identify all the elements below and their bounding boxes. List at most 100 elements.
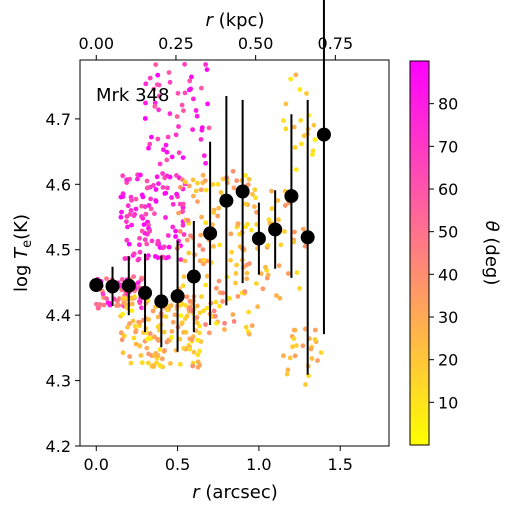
scatter-point <box>152 104 158 109</box>
scatter-point <box>178 313 184 318</box>
scatter-point <box>184 294 190 300</box>
scatter-point <box>187 346 193 352</box>
scatter-point <box>180 209 185 215</box>
scatter-point <box>252 187 258 193</box>
scatter-point <box>301 133 307 139</box>
scatter-point <box>300 226 306 232</box>
scatter-point <box>283 126 289 132</box>
binned-error-bars <box>111 0 325 375</box>
scatter-point <box>170 201 176 207</box>
scatter-point <box>195 359 201 365</box>
scatter-point <box>284 371 290 377</box>
x-tick-label: 1.0 <box>246 455 271 474</box>
scatter-point <box>185 218 191 223</box>
scatter-point <box>177 361 183 367</box>
scatter-point <box>138 353 144 358</box>
scatter-point <box>120 350 126 356</box>
binned-point <box>170 289 185 304</box>
scatter-point <box>217 242 223 248</box>
scatter-point <box>203 322 208 327</box>
scatter-point <box>147 141 153 147</box>
top-x-axis-ticks: 0.00 0.25 0.50 0.75 <box>78 34 353 60</box>
scatter-point <box>131 251 137 257</box>
scatter-point <box>195 180 200 186</box>
scatter-point <box>101 302 107 308</box>
colorbar-tick-label: 70 <box>438 137 458 156</box>
scatter-point <box>230 168 236 174</box>
scatter-point <box>148 196 154 202</box>
scatter-point <box>139 203 145 209</box>
scatter-point <box>198 232 204 238</box>
scatter-point <box>100 291 106 297</box>
scatter-point <box>137 249 143 255</box>
scatter-point <box>291 239 297 245</box>
scatter-point <box>138 172 143 178</box>
colorbar-ticks: 10 20 30 40 50 60 70 80 <box>429 95 458 412</box>
y-tick-label: 4.7 <box>46 110 71 129</box>
scatter-point <box>182 179 188 185</box>
scatter-point <box>203 282 209 288</box>
scatter-point <box>294 343 299 348</box>
scatter-point <box>203 187 209 193</box>
scatter-point <box>249 323 255 328</box>
scatter-point <box>146 222 151 228</box>
scatter-point <box>129 197 134 203</box>
scatter-point <box>189 337 195 342</box>
scatter-point <box>107 302 113 308</box>
scatter-point <box>158 363 163 369</box>
colorbar-tick-label: 80 <box>438 95 458 114</box>
scatter-point <box>147 228 153 234</box>
scatter-point <box>285 367 291 373</box>
scatter-point <box>214 320 219 326</box>
x-axis-label: r (arcsec) <box>192 482 277 503</box>
scatter-point <box>177 229 183 234</box>
scatter-point <box>309 356 315 361</box>
scatter-point <box>157 161 163 167</box>
scatter-point <box>165 134 171 140</box>
binned-point <box>105 279 120 294</box>
scatter-point <box>155 336 160 342</box>
scatter-point <box>124 214 130 219</box>
scatter-point <box>160 185 166 190</box>
scatter-point <box>176 124 181 129</box>
colorbar-tick-label: 30 <box>438 308 458 327</box>
scatter-point <box>184 237 190 243</box>
scatter-point <box>216 278 222 284</box>
scatter-point <box>125 224 130 230</box>
scatter-point <box>127 354 132 359</box>
scatter-point <box>222 320 228 326</box>
scatter-point <box>191 349 197 355</box>
scatter-point <box>211 244 217 249</box>
scatter-point <box>166 244 172 250</box>
scatter-point <box>148 206 154 212</box>
scatter-point <box>146 203 152 208</box>
scatter-point <box>145 360 151 366</box>
scatter-point <box>303 382 308 387</box>
scatter-point <box>119 277 125 282</box>
scatter-point <box>130 318 136 324</box>
scatter-point <box>180 222 186 228</box>
scatter-point <box>120 173 126 179</box>
scatter-point <box>128 208 134 213</box>
binned-point <box>219 193 234 208</box>
scatter-point <box>180 283 186 289</box>
scatter-point <box>233 271 239 276</box>
scatter-point <box>218 190 224 195</box>
scatter-point <box>146 317 152 322</box>
scatter-point <box>278 242 284 248</box>
scatter-point <box>149 134 154 140</box>
scatter-point <box>187 78 193 84</box>
scatter-point <box>198 187 204 193</box>
scatter-point <box>311 122 317 128</box>
binned-point <box>251 231 266 246</box>
scatter-point <box>162 191 168 196</box>
scatter-point <box>197 323 203 329</box>
scatter-point <box>234 178 240 184</box>
scatter-point <box>235 221 241 227</box>
scatter-point <box>176 210 181 216</box>
scatter-point <box>292 327 298 333</box>
scatter-point <box>167 79 173 85</box>
scatter-point <box>142 116 148 121</box>
colorbar-label: θ (deg) <box>481 221 502 286</box>
